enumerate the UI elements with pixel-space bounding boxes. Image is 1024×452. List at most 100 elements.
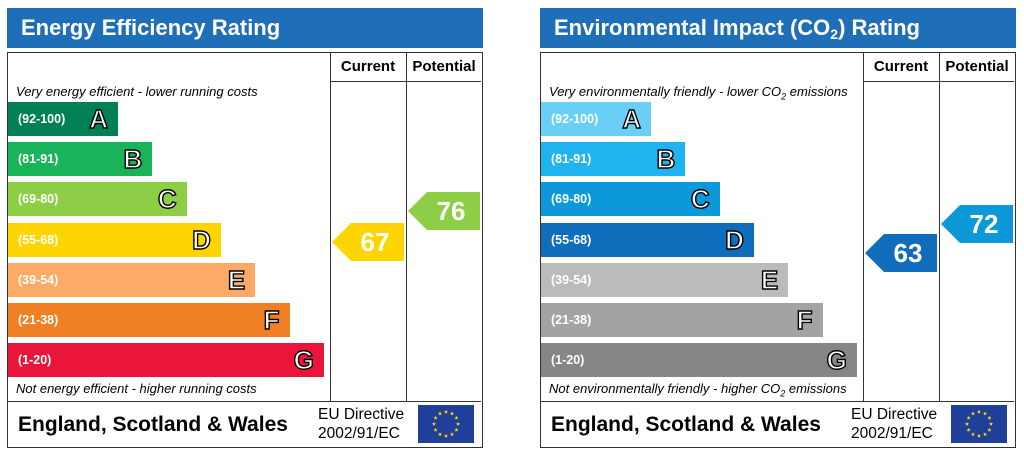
eu-directive-line1: EU Directive	[851, 406, 938, 423]
eu-directive-line2: 2002/91/EC	[851, 425, 933, 442]
environmental-impact-chart: Environmental Impact (CO2) Rating Curren…	[540, 8, 1016, 448]
chart-title-main: Environmental Impact (CO	[554, 15, 831, 40]
eu-star-icon	[982, 432, 988, 437]
top-caption: Very energy efficient - lower running co…	[16, 84, 258, 99]
arrow-shape	[941, 204, 1013, 243]
eu-star-icon	[443, 409, 449, 414]
potential-rating-value: 76	[436, 196, 466, 227]
potential-rating-arrow: 76	[408, 192, 480, 231]
current-rating-arrow: 63	[865, 233, 937, 272]
band-b: (81-91) B	[8, 142, 153, 177]
band-range: (81-91)	[551, 152, 592, 167]
current-rating-value: 63	[893, 237, 923, 268]
band-range: (39-54)	[18, 272, 59, 287]
band-letter: G	[826, 344, 848, 376]
chart-title: Environmental Impact (CO2) Rating	[540, 8, 1016, 48]
eu-star-icon	[970, 411, 976, 416]
band-f: (21-38) F	[8, 303, 290, 337]
band-letter: A	[89, 103, 109, 134]
eu-star-icon	[454, 415, 459, 420]
bottom-caption-main: Not environmentally friendly - higher CO	[549, 381, 781, 396]
band-range: (81-91)	[18, 152, 59, 167]
chart-title-end: ) Rating	[838, 15, 920, 40]
column-divider	[863, 53, 864, 401]
eu-star-icon	[976, 409, 982, 414]
eu-star-icon	[449, 411, 455, 416]
bottom-caption: Not environmentally friendly - higher CO…	[549, 381, 847, 399]
current-column-header: Current	[340, 58, 396, 75]
band-range: (39-54)	[551, 272, 592, 287]
eu-star-icon	[443, 433, 449, 438]
band-d: (55-68) D	[541, 222, 754, 257]
potential-rating-value: 72	[969, 208, 999, 239]
band-d: (55-68) D	[8, 222, 221, 257]
band-letter: G	[293, 344, 315, 376]
header-divider	[330, 81, 481, 82]
arrow-shape	[408, 192, 480, 231]
eu-star-icon	[433, 427, 438, 432]
band-range: (21-38)	[18, 313, 59, 327]
eu-star-icon	[437, 411, 443, 416]
chart-title-subscript: 2	[830, 26, 839, 42]
eu-star-icon	[976, 433, 982, 438]
current-rating-value: 67	[360, 227, 390, 258]
band-e: (39-54) E	[8, 262, 256, 297]
band-letter: E	[760, 264, 779, 295]
eu-star-icon	[431, 421, 437, 426]
eu-star-icon	[454, 427, 459, 432]
band-range: (92-100)	[18, 112, 66, 126]
eu-directive-line2: 2002/91/EC	[318, 425, 400, 442]
band-range: (1-20)	[551, 353, 585, 368]
band-g: (1-20) G	[541, 343, 857, 378]
band-range: (69-80)	[18, 192, 59, 207]
arrow-shape	[865, 233, 937, 272]
eu-directive-line1: EU Directive	[318, 406, 405, 423]
chart-title: Energy Efficiency Rating	[7, 8, 483, 48]
band-letter: C	[690, 184, 710, 215]
top-caption-subscript: 2	[781, 91, 787, 102]
eu-directive: EU Directive 2002/91/EC	[318, 405, 404, 443]
eu-star-icon	[455, 421, 461, 426]
eu-star-icon	[982, 411, 988, 416]
footer-region: England, Scotland & Wales	[18, 413, 288, 436]
band-range: (21-38)	[551, 313, 592, 327]
band-range: (92-100)	[551, 112, 599, 126]
column-divider	[330, 53, 331, 401]
potential-column-header: Potential	[945, 58, 1009, 75]
footer-divider	[8, 401, 481, 402]
bottom-caption-subscript: 2	[780, 388, 786, 399]
eu-star-icon	[987, 427, 992, 432]
band-b: (81-91) B	[541, 142, 686, 177]
band-letter: B	[123, 143, 143, 175]
energy-efficiency-chart: Energy Efficiency Rating Current Potenti…	[7, 8, 483, 448]
band-letter: B	[656, 143, 676, 175]
eu-star-icon	[964, 421, 970, 426]
band-range: (1-20)	[18, 353, 52, 368]
band-letter: D	[191, 224, 211, 255]
footer-region: England, Scotland & Wales	[551, 413, 821, 436]
header-divider	[863, 81, 1014, 82]
current-column-header: Current	[873, 58, 929, 75]
band-c: (69-80) C	[8, 182, 187, 217]
eu-star-icon	[970, 432, 976, 437]
eu-star-icon	[966, 415, 971, 420]
bottom-caption-end: emissions	[785, 381, 847, 396]
chart-frame: Current Potential Very environmentally f…	[540, 52, 1016, 448]
top-caption-main: Very environmentally friendly - lower CO	[549, 84, 782, 99]
band-a: (92-100) A	[541, 102, 651, 136]
band-letter: A	[622, 103, 642, 134]
eu-star-icon	[433, 415, 438, 420]
band-g: (1-20) G	[8, 343, 324, 378]
band-e: (39-54) E	[541, 262, 789, 297]
band-range: (55-68)	[18, 232, 59, 247]
band-letter: D	[724, 224, 744, 255]
band-range: (55-68)	[551, 232, 592, 247]
eu-star-icon	[966, 427, 971, 432]
eu-flag-icon	[951, 405, 1007, 443]
eu-directive: EU Directive 2002/91/EC	[851, 405, 937, 443]
band-letter: C	[157, 184, 177, 215]
top-caption: Very environmentally friendly - lower CO…	[549, 84, 848, 102]
band-range: (69-80)	[551, 192, 592, 207]
top-caption-end: emissions	[786, 84, 848, 99]
eu-star-icon	[437, 432, 443, 437]
